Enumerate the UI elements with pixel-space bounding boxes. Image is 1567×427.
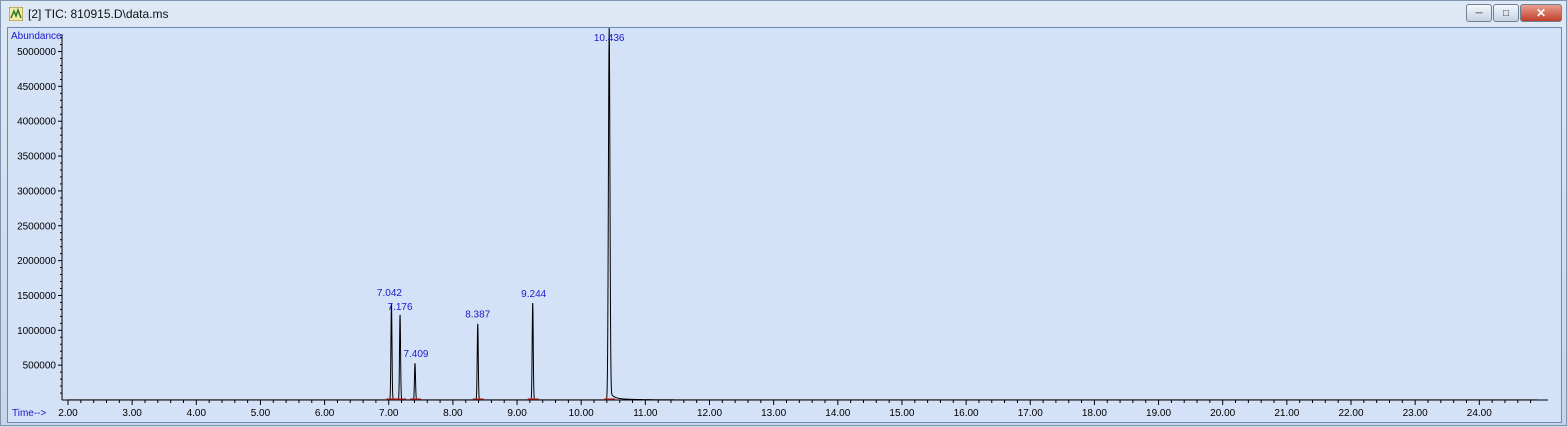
x-tick-label: 6.00 bbox=[315, 408, 335, 419]
x-tick-label: 8.00 bbox=[443, 408, 463, 419]
x-tick-label: 2.00 bbox=[58, 408, 78, 419]
minimize-button[interactable]: ─ bbox=[1466, 4, 1492, 22]
tic-trace-line bbox=[68, 26, 1538, 401]
y-tick-label: 4000000 bbox=[17, 117, 56, 128]
maximize-icon: □ bbox=[1502, 7, 1510, 19]
x-axis-label: Time--> bbox=[12, 408, 47, 419]
y-tick-label: 2500000 bbox=[17, 221, 56, 232]
x-tick-label: 11.00 bbox=[633, 408, 658, 419]
peak-label[interactable]: 10.436 bbox=[594, 33, 625, 44]
x-tick-label: 9.00 bbox=[507, 408, 527, 419]
x-axis: 2.00 3.00 4.00 5.00 6.00 7.00 8.00 9.00 10.00 11.… bbox=[58, 399, 1548, 419]
x-tick-label: 4.00 bbox=[187, 408, 207, 419]
y-tick-label: 1000000 bbox=[17, 326, 56, 337]
x-tick-label: 5.00 bbox=[251, 408, 271, 419]
x-tick-label: 3.00 bbox=[122, 408, 142, 419]
x-tick-label: 12.00 bbox=[697, 408, 722, 419]
y-tick-label: 3500000 bbox=[17, 152, 56, 163]
x-tick-label: 10.00 bbox=[569, 408, 594, 419]
chromatogram-chart: 500000 1000000 1500000 2000000 2500000 300000… bbox=[11, 26, 1548, 419]
title-bar[interactable]: [2] TIC: 810915.D\data.ms ─ □ ✕ bbox=[1, 1, 1566, 27]
plot-area[interactable]: 500000 1000000 1500000 2000000 2500000 300000… bbox=[7, 26, 1562, 423]
y-tick-label: 5000000 bbox=[17, 47, 56, 58]
x-tick-label: 14.00 bbox=[825, 408, 850, 419]
x-tick-label: 7.00 bbox=[379, 408, 399, 419]
y-tick-label: 4500000 bbox=[17, 82, 56, 93]
x-tick-label: 16.00 bbox=[954, 408, 979, 419]
x-tick-label: 22.00 bbox=[1338, 408, 1363, 419]
window-controls: ─ □ ✕ bbox=[1465, 4, 1562, 24]
x-tick-label: 18.00 bbox=[1082, 408, 1107, 419]
x-tick-label: 17.00 bbox=[1018, 408, 1043, 419]
peak-label[interactable]: 7.042 bbox=[377, 288, 402, 299]
close-icon: ✕ bbox=[1535, 6, 1547, 20]
tic-trace bbox=[68, 26, 1538, 401]
y-tick-label: 2000000 bbox=[17, 256, 56, 267]
y-axis: 500000 1000000 1500000 2000000 2500000 300000… bbox=[17, 34, 63, 400]
x-tick-label: 24.00 bbox=[1467, 408, 1492, 419]
x-tick-label: 15.00 bbox=[889, 408, 914, 419]
chromatogram-app-icon bbox=[9, 7, 23, 21]
peak-label[interactable]: 7.409 bbox=[403, 349, 428, 360]
x-tick-label: 20.00 bbox=[1210, 408, 1235, 419]
y-tick-label: 3000000 bbox=[17, 186, 56, 197]
peak-label[interactable]: 8.387 bbox=[465, 310, 490, 321]
window-title: [2] TIC: 810915.D\data.ms bbox=[28, 7, 169, 21]
y-tick-label: 500000 bbox=[23, 361, 57, 372]
x-tick-label: 13.00 bbox=[761, 408, 786, 419]
maximize-button[interactable]: □ bbox=[1493, 4, 1519, 22]
x-tick-label: 21.00 bbox=[1274, 408, 1299, 419]
peak-label[interactable]: 7.176 bbox=[388, 302, 413, 313]
x-tick-label: 23.00 bbox=[1403, 408, 1428, 419]
peak-label[interactable]: 9.244 bbox=[521, 289, 546, 300]
close-button[interactable]: ✕ bbox=[1520, 4, 1562, 22]
minimize-icon: ─ bbox=[1475, 7, 1483, 19]
peak-labels: 7.042 7.176 7.409 8.387 9.244 10.436 bbox=[377, 33, 625, 360]
y-tick-label: 1500000 bbox=[17, 291, 56, 302]
y-axis-label: Abundance bbox=[11, 31, 62, 42]
x-tick-label: 19.00 bbox=[1146, 408, 1171, 419]
